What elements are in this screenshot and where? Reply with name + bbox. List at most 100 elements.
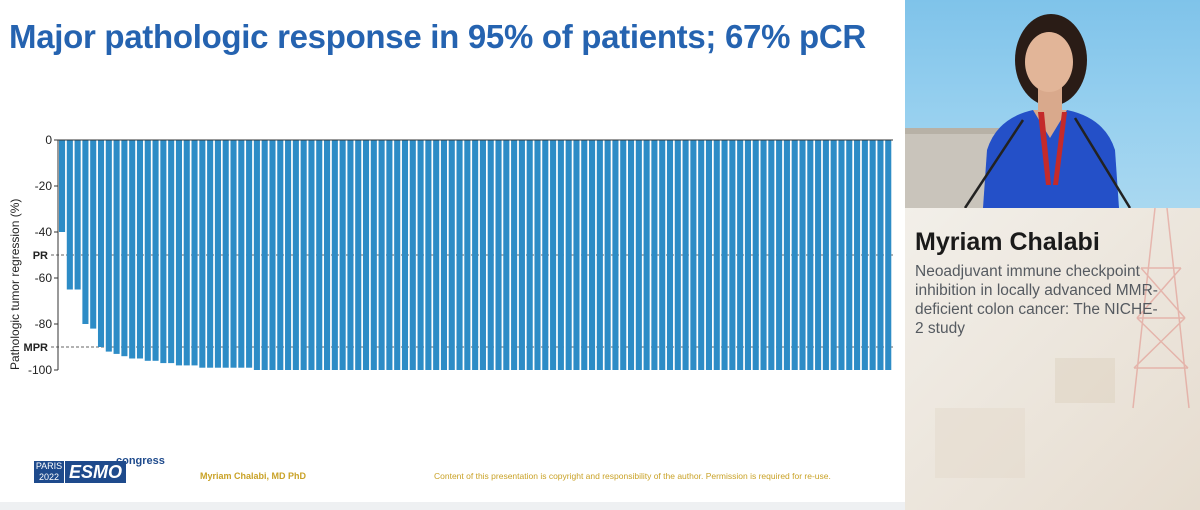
bar <box>518 140 525 370</box>
y-tick-label: -20 <box>35 179 53 193</box>
bar <box>253 140 260 370</box>
bar <box>308 140 315 370</box>
bar <box>191 140 198 366</box>
bar <box>791 140 798 370</box>
bar <box>97 140 105 347</box>
logo-brand: ESMO <box>65 461 127 483</box>
bar <box>550 140 557 370</box>
y-axis: 0 -20 -40 -60 -80 -100 <box>28 133 893 377</box>
microphone-right <box>1073 117 1132 208</box>
bar <box>542 140 549 370</box>
bar <box>776 140 783 370</box>
bar <box>401 140 409 370</box>
bar <box>152 140 159 361</box>
bar <box>838 140 845 370</box>
bar <box>292 140 299 370</box>
bar <box>222 140 229 368</box>
esmo-congress-logo: PARIS 2022 ESMO congress <box>34 455 165 485</box>
speaker-video-image <box>905 14 1132 208</box>
bar <box>316 140 323 370</box>
bar <box>596 140 603 370</box>
logo-city-year: PARIS 2022 <box>34 461 64 483</box>
bar <box>760 140 767 370</box>
bar <box>885 140 892 370</box>
bars-group <box>59 140 892 370</box>
bar <box>113 140 120 354</box>
bar <box>440 140 448 370</box>
y-tick-label: -40 <box>35 225 53 239</box>
bar <box>448 140 455 370</box>
bar <box>59 140 66 232</box>
bar <box>238 140 245 368</box>
bar <box>682 140 689 370</box>
bar <box>90 140 97 329</box>
bar <box>199 140 206 368</box>
slide-title: Major pathologic response in 95% of pati… <box>9 18 866 55</box>
eiffel-tower-decoration <box>935 207 1190 478</box>
bar <box>82 140 89 324</box>
bar <box>277 140 284 370</box>
speaker-face <box>1025 32 1073 92</box>
bar <box>744 140 751 370</box>
bar <box>635 140 642 370</box>
talk-title: Neoadjuvant immune checkpoint inhibition… <box>915 263 1158 337</box>
bar <box>573 140 580 370</box>
bar <box>737 140 744 370</box>
bar <box>565 140 572 370</box>
bar <box>207 140 214 368</box>
bar <box>386 140 393 370</box>
y-tick-label: -100 <box>28 363 52 377</box>
bar <box>495 140 502 370</box>
bar <box>815 140 822 370</box>
bar <box>721 140 728 370</box>
bar <box>729 140 736 370</box>
bar <box>168 140 175 364</box>
bar <box>799 140 806 370</box>
bar <box>246 140 253 368</box>
bar <box>666 140 674 370</box>
bar <box>472 140 479 370</box>
bar <box>511 140 518 370</box>
bar <box>768 140 775 370</box>
bar <box>589 140 596 370</box>
bar <box>378 140 385 370</box>
bar <box>66 140 73 290</box>
bar <box>324 140 331 370</box>
bar <box>713 140 720 370</box>
speaker-panel: Myriam Chalabi Neoadjuvant immune checkp… <box>905 0 1200 510</box>
bar <box>331 140 338 370</box>
bar <box>425 140 432 370</box>
bar <box>160 140 167 364</box>
bar <box>651 140 658 370</box>
background-art <box>905 207 1200 510</box>
bar <box>659 140 666 370</box>
bar <box>534 140 541 370</box>
bar <box>261 140 268 370</box>
bar <box>783 140 790 370</box>
lanyard <box>1038 112 1051 185</box>
bar <box>822 140 829 370</box>
bar <box>627 140 635 370</box>
bar <box>74 140 81 290</box>
bar <box>433 140 440 370</box>
speaker-video <box>905 0 1200 208</box>
reference-line-label: PR <box>33 250 48 262</box>
bar <box>339 140 346 370</box>
bar <box>129 140 136 359</box>
bar <box>674 140 681 370</box>
bar <box>121 140 128 357</box>
bar <box>807 140 814 370</box>
bar <box>705 140 713 370</box>
bar <box>214 140 221 368</box>
bar <box>643 140 650 370</box>
bar <box>503 140 510 370</box>
bar <box>347 140 354 370</box>
reference-line-label: MPR <box>24 342 49 354</box>
bar <box>861 140 868 370</box>
bar <box>300 140 307 370</box>
bar <box>269 140 276 370</box>
y-axis-label: Pathologic tumor regression (%) <box>8 199 22 370</box>
bar <box>526 140 533 370</box>
reference-lines: PR MPR <box>24 250 893 354</box>
microphone-left <box>963 119 1025 208</box>
